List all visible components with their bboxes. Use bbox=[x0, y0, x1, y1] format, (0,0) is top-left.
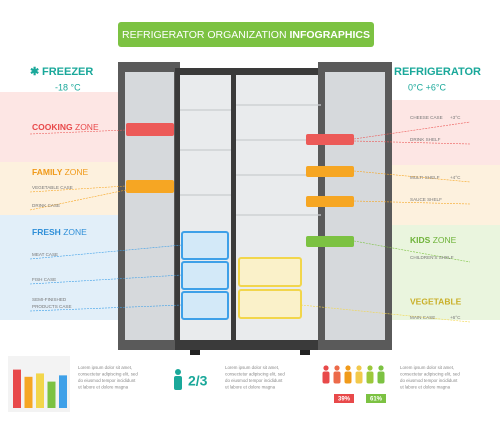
item-label: VEGETABLE CASE bbox=[32, 185, 73, 190]
refrigerator-temp: 0°C +6°C bbox=[408, 82, 446, 92]
item-label: MAIN CASE bbox=[410, 315, 435, 320]
foot bbox=[300, 350, 310, 355]
kids-shelf bbox=[306, 236, 354, 247]
item-label: MEAT CASE bbox=[32, 252, 58, 257]
title-box bbox=[118, 22, 374, 47]
person-body bbox=[333, 371, 341, 384]
zone-title: COOKING ZONE bbox=[32, 122, 99, 132]
percent: 61% bbox=[370, 397, 383, 403]
percent: 39% bbox=[338, 397, 351, 403]
cheese-shelf bbox=[306, 134, 354, 145]
refrigerator-label: REFRIGERATOR bbox=[394, 66, 481, 78]
text-block: Lorem ipsum dolor sit amet, consectetur a… bbox=[400, 365, 460, 390]
person-head bbox=[334, 365, 340, 371]
text-line: ut labore et dolore magna bbox=[78, 385, 129, 390]
zone-title: VEGETABLE bbox=[410, 296, 462, 306]
text-line: ut labore et dolore magna bbox=[225, 385, 276, 390]
item-label: MULTI SHELF bbox=[410, 175, 440, 180]
person-body bbox=[344, 371, 352, 384]
text-block: Lorem ipsum dolor sit amet, consectetur a… bbox=[225, 365, 285, 390]
person-body bbox=[377, 371, 385, 384]
vegetable-case bbox=[238, 289, 302, 319]
zone-title: FAMILY ZONE bbox=[32, 167, 89, 177]
item-label: SEMI-FINISHED bbox=[32, 297, 67, 302]
semi-case bbox=[181, 291, 229, 320]
fraction: 2/3 bbox=[188, 373, 208, 389]
percent-box bbox=[334, 394, 354, 403]
zone-title: KIDS ZONE bbox=[410, 235, 457, 245]
text-line: consectetur adipiscing elit, sed bbox=[400, 372, 460, 377]
person-body bbox=[366, 371, 374, 384]
freezer-door-inner bbox=[125, 72, 174, 340]
text-block: Lorem ipsum dolor sit amet, consectetur a… bbox=[78, 365, 138, 390]
connectors bbox=[29, 121, 471, 323]
meat-case bbox=[181, 231, 229, 260]
person-head bbox=[367, 365, 373, 371]
text-line: Lorem ipsum dolor sit amet, bbox=[400, 365, 454, 370]
item-temp: +4°C bbox=[450, 175, 461, 180]
freezer-temp: -18 °C bbox=[55, 82, 81, 92]
fish-case bbox=[181, 261, 229, 290]
text-line: Lorem ipsum dolor sit amet, bbox=[78, 365, 132, 370]
item-label: DRINK CASE bbox=[32, 203, 60, 208]
mini-bar bbox=[36, 373, 44, 408]
item-label: SAUCE SHELF bbox=[410, 197, 442, 202]
sauce-shelf bbox=[306, 196, 354, 207]
item-temp: +6°C bbox=[450, 315, 461, 320]
person-body bbox=[355, 371, 363, 384]
vegetable-case bbox=[238, 257, 302, 287]
asterisk: ✱ bbox=[30, 66, 39, 78]
mini-bar bbox=[59, 375, 67, 408]
person-icon bbox=[174, 369, 182, 390]
item-label: PRODUCTS CASE bbox=[32, 304, 72, 309]
item-temp: +3°C bbox=[450, 115, 461, 120]
freezer-label: FREEZER bbox=[42, 66, 93, 78]
text-line: do eiusmod tempor incididunt bbox=[400, 378, 458, 383]
person-head bbox=[356, 365, 362, 371]
foot bbox=[190, 350, 200, 355]
text-line: ut labore et dolore magna bbox=[400, 385, 451, 390]
percent-box bbox=[366, 394, 386, 403]
mini-bar bbox=[47, 381, 56, 408]
inner-shelves bbox=[180, 104, 321, 216]
text-line: do eiusmod tempor incididunt bbox=[225, 378, 283, 383]
family-shelf bbox=[126, 180, 174, 193]
title: REFRIGERATOR ORGANIZATION INFOGRAPHICS bbox=[122, 29, 370, 41]
cooking-shelf bbox=[126, 123, 174, 136]
item-label: DRINK SHELF bbox=[410, 137, 441, 142]
zone-title: FRESH ZONE bbox=[32, 227, 87, 237]
text-line: consectetur adipiscing elit, sed bbox=[78, 372, 138, 377]
item-label: CHEESE CASE bbox=[410, 115, 443, 120]
person-head bbox=[345, 365, 351, 371]
mini-chart bbox=[13, 369, 67, 408]
text-line: consectetur adipiscing elit, sed bbox=[225, 372, 285, 377]
mini-bar bbox=[24, 376, 33, 408]
text-line: do eiusmod tempor incididunt bbox=[78, 378, 136, 383]
people-icons bbox=[322, 365, 385, 384]
item-label: CHILDREN'S SHELF bbox=[410, 255, 454, 260]
person-head bbox=[323, 365, 329, 371]
item-label: FISH CASE bbox=[32, 277, 56, 282]
mini-bar bbox=[13, 369, 21, 408]
person-head bbox=[378, 365, 384, 371]
person-body bbox=[322, 371, 330, 384]
multi-shelf bbox=[306, 166, 354, 177]
text-line: Lorem ipsum dolor sit amet, bbox=[225, 365, 279, 370]
